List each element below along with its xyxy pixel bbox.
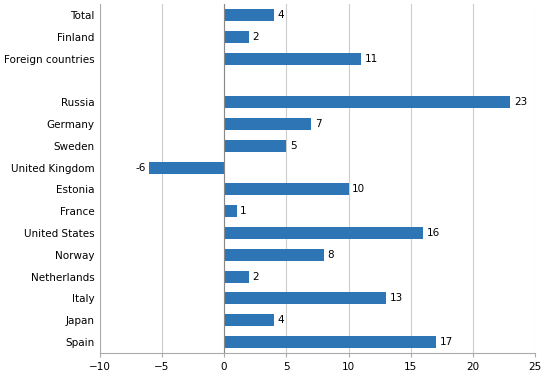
- Text: 10: 10: [352, 184, 365, 194]
- Text: 2: 2: [253, 32, 259, 42]
- Bar: [224, 96, 511, 108]
- Bar: [224, 227, 423, 239]
- Bar: [224, 336, 436, 348]
- Bar: [224, 271, 249, 282]
- Text: 16: 16: [427, 228, 440, 238]
- Text: 5: 5: [290, 141, 296, 151]
- Bar: [224, 9, 274, 21]
- Bar: [224, 53, 361, 65]
- Text: 13: 13: [390, 293, 403, 303]
- Bar: [224, 314, 274, 326]
- Bar: [224, 249, 324, 261]
- Text: 23: 23: [514, 97, 527, 107]
- Bar: [224, 31, 249, 43]
- Text: 4: 4: [277, 10, 284, 20]
- Text: 17: 17: [440, 337, 453, 347]
- Text: 1: 1: [240, 206, 247, 216]
- Bar: [224, 183, 348, 196]
- Text: 2: 2: [253, 271, 259, 282]
- Text: 11: 11: [365, 54, 378, 64]
- Text: 4: 4: [277, 315, 284, 325]
- Text: 7: 7: [315, 119, 322, 129]
- Bar: [150, 162, 224, 174]
- Bar: [224, 292, 386, 304]
- Bar: [224, 140, 286, 152]
- Bar: [224, 118, 311, 130]
- Text: 8: 8: [328, 250, 334, 260]
- Text: -6: -6: [135, 162, 146, 173]
- Bar: [224, 205, 236, 217]
